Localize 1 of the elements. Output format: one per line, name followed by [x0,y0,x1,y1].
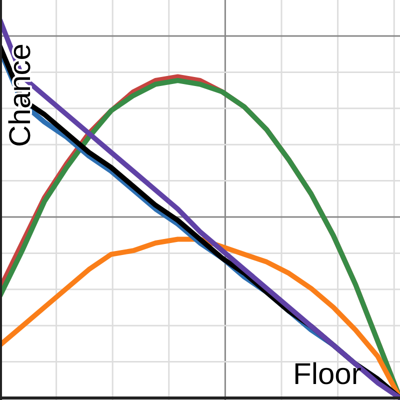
x-axis-title: Floor [293,358,362,391]
